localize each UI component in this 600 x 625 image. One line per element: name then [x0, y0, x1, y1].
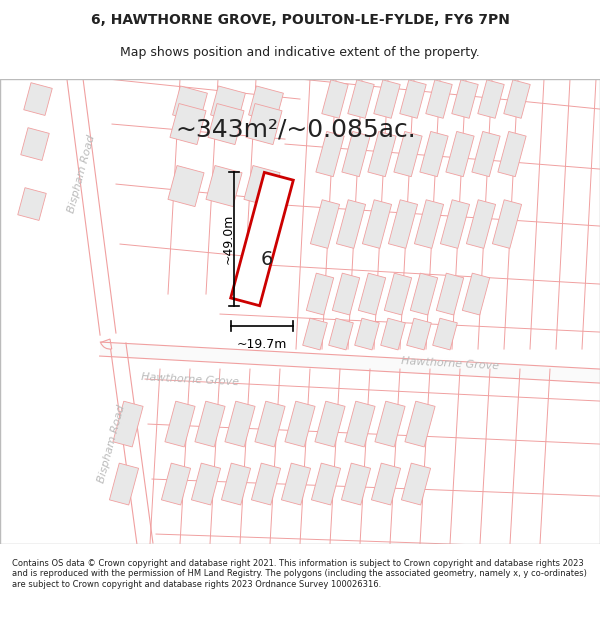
Polygon shape	[337, 200, 365, 248]
Text: ~49.0m: ~49.0m	[221, 214, 235, 264]
Polygon shape	[420, 131, 448, 177]
Polygon shape	[368, 131, 396, 177]
Polygon shape	[332, 273, 359, 315]
Wedge shape	[101, 339, 112, 349]
Polygon shape	[472, 131, 500, 177]
Text: Bispham Road: Bispham Road	[67, 134, 97, 214]
Polygon shape	[433, 318, 457, 350]
Polygon shape	[310, 200, 340, 248]
Polygon shape	[493, 200, 521, 248]
Polygon shape	[302, 318, 328, 350]
Polygon shape	[246, 104, 282, 144]
Polygon shape	[341, 463, 371, 505]
Polygon shape	[230, 173, 293, 306]
Polygon shape	[161, 463, 191, 505]
Polygon shape	[466, 200, 496, 248]
Polygon shape	[206, 166, 242, 207]
Polygon shape	[244, 166, 280, 207]
Polygon shape	[195, 401, 225, 447]
Polygon shape	[281, 463, 311, 505]
Polygon shape	[385, 273, 412, 315]
Polygon shape	[426, 80, 452, 118]
Polygon shape	[463, 273, 490, 315]
Polygon shape	[225, 401, 255, 447]
Polygon shape	[315, 401, 345, 447]
Polygon shape	[168, 166, 204, 207]
Polygon shape	[348, 80, 374, 118]
Polygon shape	[394, 131, 422, 177]
Polygon shape	[405, 401, 435, 447]
Polygon shape	[407, 318, 431, 350]
Polygon shape	[18, 188, 46, 221]
Polygon shape	[208, 104, 244, 144]
Polygon shape	[415, 200, 443, 248]
Text: Hawthorne Grove: Hawthorne Grove	[401, 356, 499, 372]
Polygon shape	[380, 318, 406, 350]
Polygon shape	[251, 463, 281, 505]
Text: Bispham Road: Bispham Road	[97, 404, 127, 484]
Polygon shape	[436, 273, 464, 315]
Polygon shape	[24, 82, 52, 116]
Polygon shape	[311, 463, 341, 505]
Polygon shape	[173, 86, 208, 122]
Polygon shape	[316, 131, 344, 177]
Polygon shape	[374, 80, 400, 118]
Polygon shape	[410, 273, 437, 315]
Polygon shape	[401, 463, 431, 505]
Polygon shape	[375, 401, 405, 447]
Polygon shape	[248, 86, 283, 122]
Polygon shape	[170, 104, 206, 144]
Polygon shape	[446, 131, 474, 177]
Polygon shape	[100, 342, 600, 383]
Polygon shape	[371, 463, 401, 505]
Text: 6, HAWTHORNE GROVE, POULTON-LE-FYLDE, FY6 7PN: 6, HAWTHORNE GROVE, POULTON-LE-FYLDE, FY…	[91, 12, 509, 27]
Polygon shape	[191, 463, 221, 505]
Polygon shape	[255, 401, 285, 447]
Polygon shape	[498, 131, 526, 177]
Polygon shape	[113, 401, 143, 447]
Polygon shape	[362, 200, 392, 248]
Polygon shape	[211, 86, 245, 122]
Polygon shape	[307, 273, 334, 315]
Polygon shape	[21, 127, 49, 161]
Polygon shape	[285, 401, 315, 447]
Polygon shape	[109, 463, 139, 505]
Polygon shape	[358, 273, 386, 315]
Text: Contains OS data © Crown copyright and database right 2021. This information is : Contains OS data © Crown copyright and d…	[12, 559, 587, 589]
Polygon shape	[478, 80, 504, 118]
Polygon shape	[388, 200, 418, 248]
Text: ~19.7m: ~19.7m	[237, 338, 287, 351]
Polygon shape	[452, 80, 478, 118]
Text: Map shows position and indicative extent of the property.: Map shows position and indicative extent…	[120, 46, 480, 59]
Polygon shape	[440, 200, 470, 248]
Text: Hawthorne Grove: Hawthorne Grove	[141, 372, 239, 388]
Polygon shape	[345, 401, 375, 447]
Polygon shape	[504, 80, 530, 118]
Polygon shape	[322, 80, 348, 118]
Polygon shape	[355, 318, 379, 350]
Polygon shape	[342, 131, 370, 177]
Text: ~343m²/~0.085ac.: ~343m²/~0.085ac.	[175, 117, 416, 141]
Polygon shape	[221, 463, 251, 505]
Text: 6: 6	[261, 249, 273, 269]
Polygon shape	[400, 80, 426, 118]
Polygon shape	[329, 318, 353, 350]
Polygon shape	[165, 401, 195, 447]
